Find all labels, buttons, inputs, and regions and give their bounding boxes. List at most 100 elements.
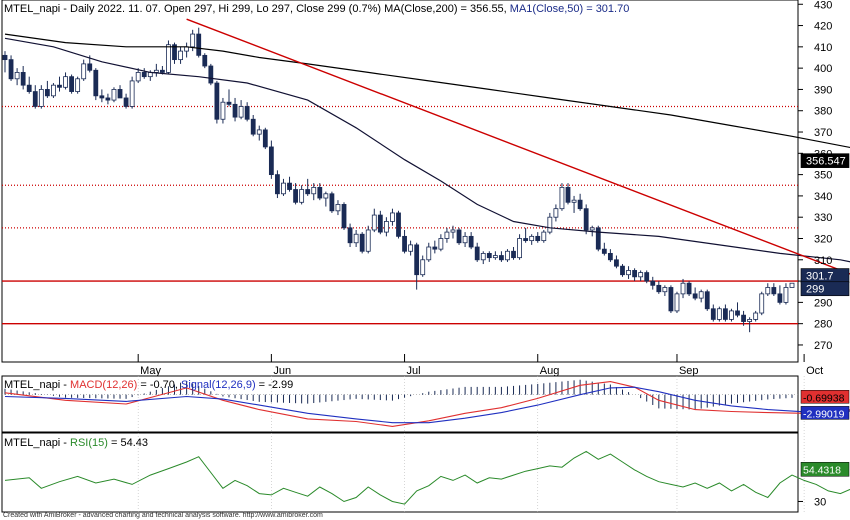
close-value-label-box [800, 281, 850, 297]
candle-body [32, 91, 38, 107]
candle-body [747, 319, 753, 322]
candle-body [63, 76, 68, 88]
candle-body [341, 204, 347, 229]
candle-body [159, 69, 165, 73]
candle-body [668, 287, 674, 312]
candle-body [444, 231, 450, 239]
candle-body [771, 287, 777, 295]
ma200-value-label-box [800, 153, 850, 168]
candle-body [553, 208, 559, 218]
candle-body [614, 259, 619, 267]
candle-body [589, 227, 595, 231]
candle-body [371, 214, 377, 231]
candle-body [232, 103, 238, 118]
candle-body [383, 221, 389, 233]
macd-panel: -0.69938 -2.99019 [2, 379, 850, 427]
price-level-lines [2, 105, 798, 325]
candle-body [299, 189, 305, 203]
rsi-title-part-1: RSI(15) [70, 437, 108, 449]
price-chart-title: MTEL_napi - Daily 2022. 11. 07. Open 297… [4, 3, 629, 15]
close-value-label: 299 [806, 284, 824, 296]
price-tick-label: 420 [814, 21, 832, 33]
ma50-line [4, 37, 850, 263]
price-panel-frame [1, 0, 799, 363]
candle-body [129, 80, 135, 107]
candle-body [474, 246, 480, 261]
trend-line [186, 18, 850, 275]
candle-body [511, 250, 516, 259]
rsi-tick-label: 30 [814, 496, 826, 508]
candle-body [238, 106, 244, 118]
candle-body [644, 272, 650, 282]
rsi-line [4, 450, 850, 505]
candle-body [329, 193, 335, 212]
candle-body [704, 291, 710, 310]
macd-panel-frame [1, 375, 799, 433]
candle-body [723, 308, 728, 320]
candle-body [789, 282, 795, 288]
rsi-value-label: 54.4318 [803, 464, 841, 476]
candle-body [765, 287, 771, 295]
candle-body [244, 106, 250, 120]
price-axis: 2702802903003103203303403503603703803904… [798, 0, 850, 352]
ma200-line [4, 33, 850, 149]
candle-body [202, 54, 208, 67]
candle-body [69, 76, 74, 92]
price-tick-label: 370 [814, 127, 832, 139]
candle-body [323, 193, 329, 199]
price-tick-label: 400 [814, 63, 832, 75]
candle-body [317, 186, 323, 199]
candle-body [662, 287, 668, 293]
candle-body [87, 63, 93, 71]
candle-body [281, 182, 286, 195]
candle-body [117, 89, 123, 99]
candle-body [517, 238, 522, 259]
candle-body [250, 118, 256, 135]
macd-value-label: -0.69938 [803, 392, 845, 404]
candle-body [105, 97, 111, 101]
candle-body [123, 97, 129, 107]
candle-body [8, 59, 14, 80]
candle-body [365, 229, 371, 252]
price-tick-label: 310 [814, 255, 832, 267]
candle-body [499, 255, 504, 261]
price-tick-label: 340 [814, 191, 832, 203]
candle-body [20, 72, 26, 86]
candle-body [178, 50, 183, 61]
candle-body [347, 227, 353, 244]
candle-body [468, 235, 474, 248]
panel-frames [1, 0, 799, 513]
candle-body [547, 216, 553, 233]
candle-body [759, 293, 765, 314]
candle-body [44, 89, 50, 97]
candle-body [595, 227, 601, 250]
candle-body [166, 44, 171, 73]
title-ma1: MA1(Close,50) = 301.70 [510, 3, 630, 15]
candle-body [638, 272, 644, 278]
candle-body [135, 72, 141, 82]
candle-body [710, 308, 716, 320]
candle-body [541, 231, 547, 242]
candle-body [262, 129, 268, 148]
candle-body [601, 248, 607, 254]
candle-body [141, 72, 147, 78]
candle-body [408, 244, 414, 252]
candle-body [583, 208, 589, 231]
candle-body [420, 259, 426, 276]
candle-body [396, 212, 401, 237]
macd-panel-title: MTEL_napi - MACD(12,26) = -0.70, Signal(… [4, 379, 293, 391]
candle-body [214, 82, 220, 120]
candle-body [741, 314, 746, 322]
candle-body [256, 129, 262, 135]
candle-body [111, 89, 117, 101]
macd-title-part-4: = -2.99 [256, 379, 294, 391]
month-label: Oct [806, 365, 823, 377]
candle-body [716, 308, 722, 320]
candle-body [626, 270, 631, 276]
month-label: May [140, 365, 161, 377]
candle-body [51, 84, 56, 97]
candle-body [190, 33, 196, 48]
rsi-title-part-0: MTEL_napi - [4, 437, 70, 449]
rsi-panel: 30 54.4318 [4, 450, 850, 508]
ma50-value-label: 301.7 [806, 271, 834, 283]
